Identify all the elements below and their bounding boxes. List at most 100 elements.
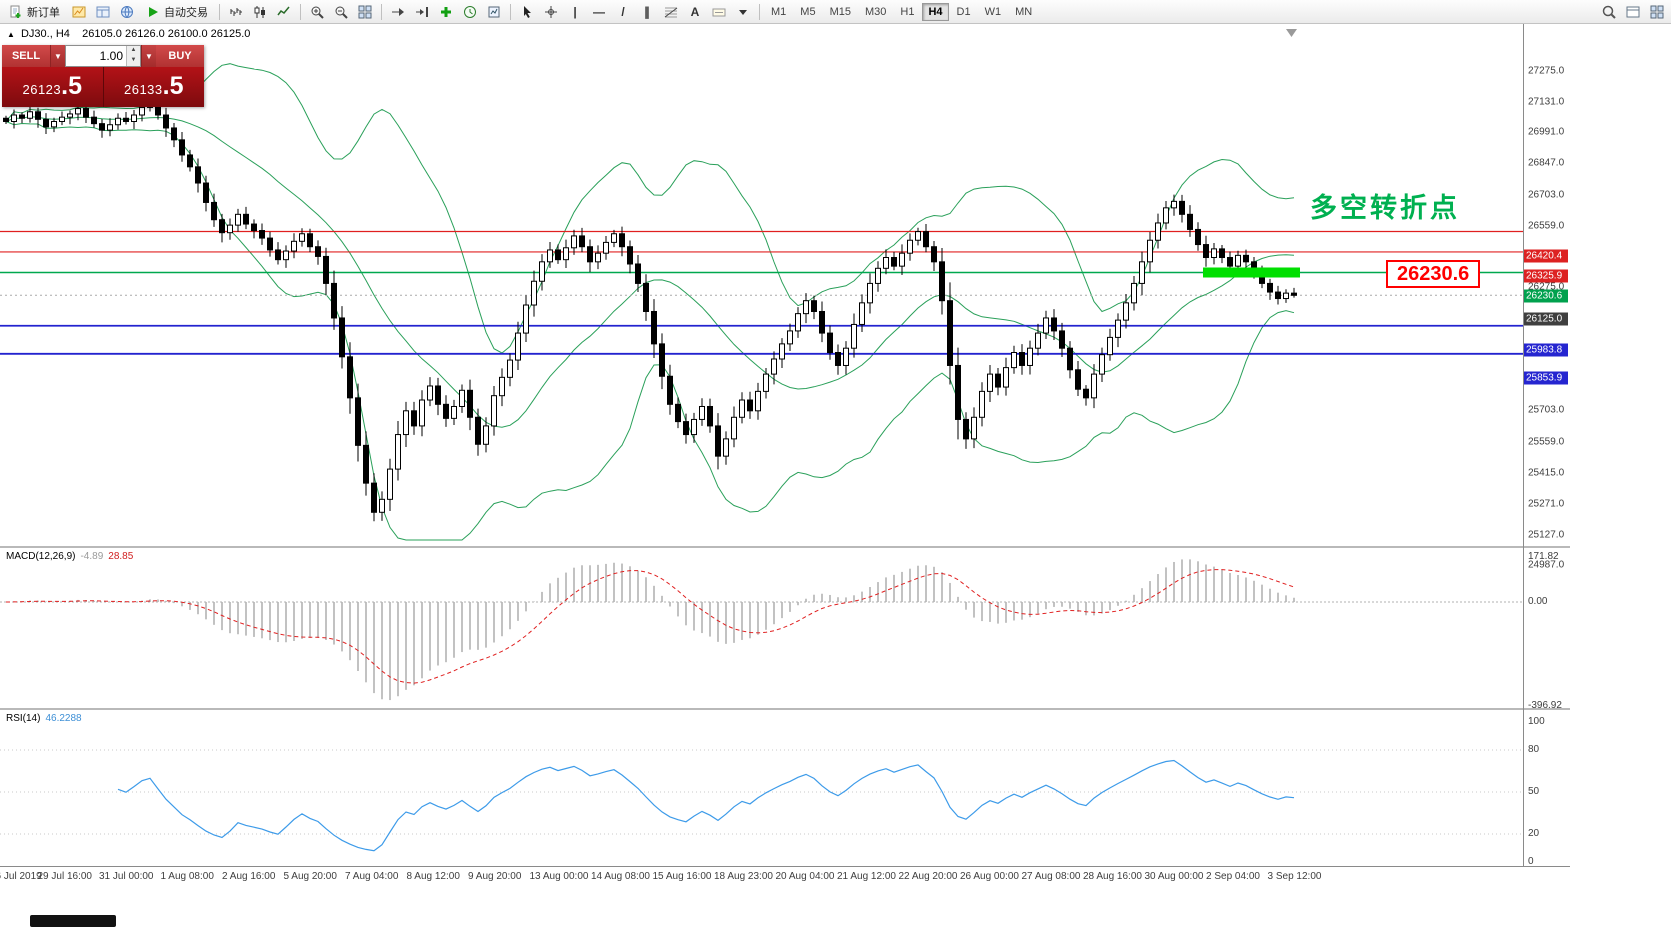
main-chart-canvas[interactable] (0, 24, 1523, 546)
price-tick-label: 27275.0 (1528, 65, 1565, 77)
auto-scroll-icon[interactable] (386, 2, 410, 22)
volume-up-icon[interactable]: ▲ (127, 46, 140, 56)
window-list-icon[interactable] (1645, 2, 1669, 22)
ohlc-values: 26105.0 26126.0 26100.0 26125.0 (82, 28, 251, 40)
buy-price-display[interactable]: 26133.5 (104, 67, 205, 107)
volume-stepper[interactable]: ▲ ▼ (126, 46, 140, 66)
macd-signal-line (5, 569, 1295, 684)
vertical-line-icon[interactable]: | (573, 4, 577, 19)
timeframe-button-m30[interactable]: M30 (864, 5, 887, 18)
rsi-name: RSI(14) (6, 713, 41, 724)
rsi-panel-canvas[interactable] (0, 710, 1523, 866)
periods-icon[interactable] (458, 2, 482, 22)
new-order-button[interactable]: 新订单 (2, 2, 67, 22)
buy-options-caret-icon[interactable]: ▼ (141, 45, 156, 67)
auto-trading-button-label: 自动交易 (164, 6, 208, 19)
chart-window-icon[interactable] (67, 2, 91, 22)
highlight-zone-object[interactable] (1203, 267, 1300, 278)
chart-text-annotation[interactable]: 多空转折点 (1310, 193, 1460, 223)
macd-scale-label: -396.92 (1528, 699, 1562, 711)
candlestick-chart-icon[interactable] (248, 2, 272, 22)
market-watch-icon[interactable] (91, 2, 115, 22)
time-axis-label: 27 Aug 08:00 (1021, 871, 1081, 882)
indicators-icon[interactable] (434, 2, 458, 22)
price-tick-label: 25415.0 (1528, 467, 1565, 479)
bollinger-bands (5, 63, 1295, 541)
chart-shift-icon[interactable] (410, 2, 434, 22)
play-green-icon (146, 5, 160, 19)
time-axis-label: 2 Aug 16:00 (222, 871, 276, 882)
zoom-out-icon[interactable] (329, 2, 353, 22)
time-axis-label: 1 Aug 08:00 (160, 871, 214, 882)
trendline-icon[interactable]: / (621, 4, 625, 19)
chart-window: 27275.0 27131.0 26991.0 26847.0 26703.0 26559… (0, 24, 1671, 951)
sell-price-display[interactable]: 26123.5 (2, 67, 103, 107)
price-tag: 26125.0 (1524, 312, 1568, 326)
volume-value: 1.00 (99, 49, 123, 63)
new-order-button-label: 新订单 (27, 6, 60, 19)
time-axis-label: 28 Aug 16:00 (1083, 871, 1142, 882)
time-axis-label: 15 Aug 16:00 (652, 871, 712, 882)
horizontal-line-icon[interactable]: — (593, 4, 605, 19)
time-axis-label: 9 Aug 20:00 (468, 871, 522, 882)
shapes-dropdown[interactable] (731, 2, 755, 22)
taskbar-item[interactable] (30, 915, 116, 927)
macd-panel-canvas[interactable] (0, 548, 1523, 708)
toolbar-separator (510, 3, 511, 20)
search-icon[interactable] (1597, 2, 1621, 22)
text-icon[interactable]: A (690, 4, 700, 19)
timeframe-button-h4[interactable]: H4 (922, 2, 949, 21)
one-click-trading-panel: SELL ▼ 1.00 ▲ ▼ ▼ BUY 26123.5 26133.5 (2, 45, 204, 107)
bar-chart-icon[interactable] (224, 2, 248, 22)
timeframe-button-h1[interactable]: H1 (900, 5, 915, 18)
templates-icon[interactable] (482, 2, 506, 22)
price-tick-label: 26703.0 (1528, 189, 1565, 200)
toolbar-separator (300, 3, 301, 20)
volume-down-icon[interactable]: ▼ (127, 56, 140, 66)
price-tag: 26230.6 (1524, 289, 1568, 303)
macd-scale-label: 0.00 (1528, 596, 1548, 607)
time-axis-label: 26 Jul 2019 (0, 871, 42, 882)
panel-separator[interactable] (0, 546, 1570, 548)
rsi-scale-label: 0 (1528, 856, 1534, 867)
macd-signal-value: 28.85 (108, 551, 134, 562)
panel-separator[interactable] (0, 708, 1570, 710)
time-axis-label: 18 Aug 23:00 (714, 871, 773, 882)
timeframe-button-w1[interactable]: W1 (984, 5, 1002, 18)
price-tag: 25983.8 (1524, 343, 1568, 357)
volume-input[interactable]: 1.00 ▲ ▼ (65, 45, 141, 67)
channel-icon[interactable]: ∥ (644, 4, 650, 19)
price-tick-label: 26275.0 (1528, 281, 1565, 293)
timeframe-button-mn[interactable]: MN (1015, 5, 1033, 18)
expand-triangle-icon[interactable]: ▲ (7, 30, 15, 39)
auto-trading-button[interactable]: 自动交易 (139, 2, 215, 22)
new-window-icon[interactable] (1621, 2, 1645, 22)
rsi-scale-label: 100 (1528, 716, 1545, 727)
price-callout-label[interactable]: 26230.6 (1386, 260, 1481, 288)
web-terminal-icon[interactable] (115, 2, 139, 22)
zoom-in-icon[interactable] (305, 2, 329, 22)
time-axis-label: 22 Aug 20:00 (898, 871, 958, 882)
sell-options-caret-icon[interactable]: ▼ (50, 45, 65, 67)
timeframe-button-m15[interactable]: M15 (829, 5, 851, 18)
buy-button[interactable]: BUY (156, 45, 204, 67)
fibonacci-icon[interactable] (659, 2, 683, 22)
rsi-value: 46.2288 (45, 713, 82, 724)
doc-plus-icon (9, 5, 23, 19)
buy-label: BUY (168, 50, 192, 62)
price-tick-label: 26559.0 (1528, 220, 1565, 232)
tile-windows-icon[interactable] (353, 2, 377, 22)
sell-label: SELL (11, 50, 41, 62)
timeframe-button-m5[interactable]: M5 (800, 5, 816, 18)
main-toolbar: 新订单 自动交易 | — / ∥ A M1 M5 M15 M30 H1 H4 D1 W1 MN (0, 0, 1671, 24)
crosshair-icon[interactable] (539, 2, 563, 22)
line-chart-icon[interactable] (272, 2, 296, 22)
text-label-icon[interactable] (707, 2, 731, 22)
timeframe-button-d1[interactable]: D1 (956, 5, 971, 18)
cursor-icon[interactable] (515, 2, 539, 22)
timeframe-button-m1[interactable]: M1 (771, 5, 787, 18)
price-tick-label: 25127.0 (1528, 529, 1565, 541)
symbol-ohlc-info: ▲ DJ30., H4 26105.0 26126.0 26100.0 2612… (7, 28, 250, 40)
sell-button[interactable]: SELL (2, 45, 50, 67)
price-main-digits: 26133 (123, 82, 163, 97)
